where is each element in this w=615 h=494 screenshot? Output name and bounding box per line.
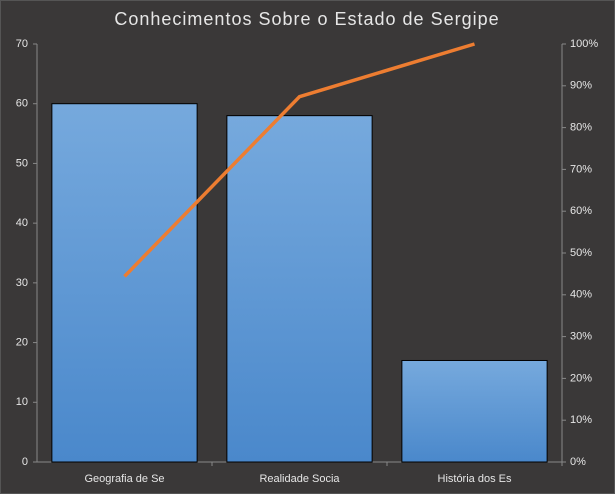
x-tick-label: Geografia de Se xyxy=(84,473,164,485)
bar xyxy=(401,359,548,463)
x-tick-label: História dos Es xyxy=(438,473,512,485)
y2-tick-label: 40% xyxy=(570,289,592,301)
chart-title: Conhecimentos Sobre o Estado de Sergipe xyxy=(114,9,499,29)
bar xyxy=(51,103,198,463)
y2-tick-label: 20% xyxy=(570,372,592,384)
y2-tick-label: 0% xyxy=(570,456,586,468)
y2-tick-label: 90% xyxy=(570,80,592,92)
y-tick-label: 0 xyxy=(22,456,28,468)
y2-tick-label: 50% xyxy=(570,247,592,259)
y-tick-label: 60 xyxy=(16,98,28,110)
y-tick-label: 20 xyxy=(16,336,28,348)
bar xyxy=(226,115,373,463)
y-tick-label: 70 xyxy=(16,38,28,50)
y2-tick-label: 70% xyxy=(570,163,592,175)
y2-tick-label: 60% xyxy=(570,205,592,217)
x-tick-label: Realidade Socia xyxy=(259,473,340,485)
y2-tick-label: 80% xyxy=(570,122,592,134)
y-tick-label: 40 xyxy=(16,217,28,229)
y2-tick-label: 100% xyxy=(570,38,598,50)
y2-tick-label: 30% xyxy=(570,331,592,343)
y2-tick-label: 10% xyxy=(570,414,592,426)
y-tick-label: 50 xyxy=(16,157,28,169)
cumulative-line xyxy=(123,42,476,278)
y-tick-label: 10 xyxy=(16,396,28,408)
y-tick-label: 30 xyxy=(16,277,28,289)
